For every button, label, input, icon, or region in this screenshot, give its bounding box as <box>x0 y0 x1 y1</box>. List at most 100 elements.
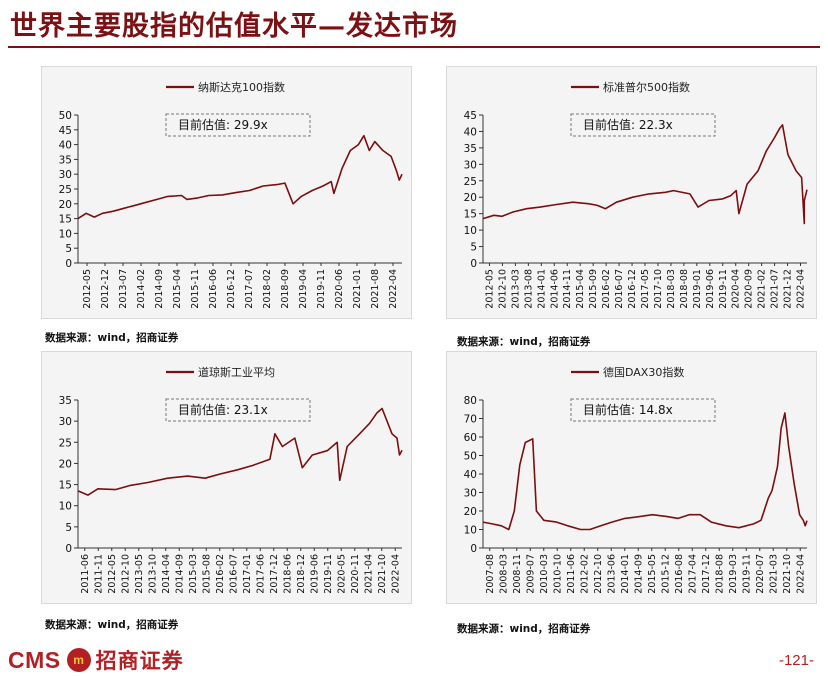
chart-source-dow: 数据来源：wind，招商证券 <box>45 619 179 631</box>
x-tick-label: 2017-05 <box>640 269 651 309</box>
x-tick-label: 2011-06 <box>80 554 91 594</box>
legend-label: 纳斯达克100指数 <box>198 80 285 94</box>
x-tick-label: 2010-10 <box>552 554 563 594</box>
x-tick-label: 2014-09 <box>174 554 185 594</box>
y-tick-label: 15 <box>59 480 72 492</box>
x-tick-label: 2020-09 <box>744 269 755 309</box>
x-tick-label: 2011-11 <box>93 554 104 594</box>
y-tick-label: 45 <box>59 125 72 137</box>
x-tick-label: 2020-05 <box>336 554 347 594</box>
x-tick-label: 2019-11 <box>323 554 334 594</box>
y-tick-label: 0 <box>65 258 72 270</box>
x-tick-label: 2016-08 <box>674 554 685 594</box>
x-tick-label: 2008-03 <box>498 554 509 594</box>
x-tick-label: 2021-08 <box>370 269 381 309</box>
x-tick-label: 2018-03 <box>666 269 677 309</box>
y-tick-label: 60 <box>464 432 477 444</box>
chart-svg-sp500: 标准普尔500指数 0 5 10 15 20 25 30 35 40 45 2012-05 2012-1… <box>464 80 808 309</box>
x-tick-label: 2019-11 <box>718 269 729 309</box>
x-tick-label: 2012-10 <box>497 269 508 309</box>
x-tick-label: 2010-03 <box>539 554 550 594</box>
series-line <box>77 407 403 496</box>
y-tick-label: 15 <box>59 214 72 226</box>
x-tick-label: 2019-06 <box>705 269 716 309</box>
x-tick-label: 2018-06 <box>282 554 293 594</box>
x-tick-label: 2013-06 <box>606 554 617 594</box>
x-tick-label: 2018-02 <box>262 269 273 309</box>
series-line <box>482 412 808 531</box>
x-tick-label: 2018-09 <box>280 269 291 309</box>
y-tick-label: 10 <box>464 525 477 537</box>
y-tick-label: 20 <box>464 506 477 518</box>
x-tick-label: 2015-04 <box>575 269 586 309</box>
y-tick-label: 40 <box>464 469 477 481</box>
x-tick-label: 2015-05 <box>647 554 658 594</box>
x-tick-label: 2019-04 <box>298 269 309 309</box>
x-tick-label: 2022-04 <box>388 269 399 309</box>
x-tick-label: 2020-07 <box>755 554 766 594</box>
series-line <box>482 124 808 225</box>
x-tick-label: 2018-08 <box>714 554 725 594</box>
x-tick-label: 2017-06 <box>255 554 266 594</box>
title-divider <box>8 46 820 48</box>
y-tick-label: 30 <box>59 416 72 428</box>
x-tick-label: 2022-04 <box>390 554 401 594</box>
y-tick-label: 20 <box>59 458 72 470</box>
x-tick-label: 2014-06 <box>549 269 560 309</box>
y-tick-label: 35 <box>59 154 72 166</box>
y-tick-label: 35 <box>59 395 72 407</box>
x-tick-label: 2014-09 <box>633 554 644 594</box>
y-tick-label: 5 <box>470 242 477 254</box>
x-tick-label: 2015-03 <box>188 554 199 594</box>
x-tick-label: 2016-02 <box>601 269 612 309</box>
x-tick-label: 2014-04 <box>161 554 172 594</box>
y-tick-label: 25 <box>59 437 72 449</box>
x-tick-label: 2014-11 <box>562 269 573 309</box>
x-tick-label: 2021-03 <box>768 554 779 594</box>
chart-panel-dax: 德国DAX30指数 0 10 20 30 40 50 60 70 80 2007-08 2008-03… <box>446 351 817 604</box>
x-tick-label: 2012-05 <box>107 554 118 594</box>
x-tick-label: 2014-01 <box>620 554 631 594</box>
x-tick-label: 2011-06 <box>566 554 577 594</box>
current-valuation-label: 目前估值: 23.1x <box>178 402 268 417</box>
y-tick-label: 25 <box>59 184 72 196</box>
y-tick-label: 20 <box>59 199 72 211</box>
y-tick-label: 10 <box>59 228 72 240</box>
y-tick-label: 0 <box>470 543 477 555</box>
current-valuation-label: 目前估值: 14.8x <box>583 402 673 417</box>
x-tick-label: 2016-12 <box>226 269 237 309</box>
y-tick-label: 50 <box>464 451 477 463</box>
x-tick-label: 2008-11 <box>512 554 523 594</box>
x-tick-label: 2012-10 <box>120 554 131 594</box>
y-tick-label: 30 <box>59 169 72 181</box>
x-tick-label: 2022-04 <box>795 554 806 594</box>
y-tick-label: 20 <box>464 192 477 204</box>
x-tick-label: 2009-07 <box>525 554 536 594</box>
chart-svg-nasdaq: 纳斯达克100指数 0 5 10 15 20 25 30 35 40 45 50 2012-05 2012… <box>59 80 403 309</box>
x-tick-label: 2012-02 <box>579 554 590 594</box>
brand-name: 招商证券 <box>95 648 184 673</box>
x-tick-label: 2013-10 <box>147 554 158 594</box>
x-tick-label: 2021-04 <box>363 554 374 594</box>
x-tick-label: 2021-02 <box>757 269 768 309</box>
x-tick-label: 2015-04 <box>172 269 183 309</box>
page-number: -121- <box>778 652 814 669</box>
y-tick-label: 35 <box>464 143 477 155</box>
current-valuation-box <box>165 398 311 422</box>
x-tick-label: 2016-07 <box>614 269 625 309</box>
x-tick-label: 2014-01 <box>536 269 547 309</box>
x-tick-label: 2007-08 <box>485 554 496 594</box>
x-tick-label: 2013-03 <box>510 269 521 309</box>
y-tick-label: 5 <box>65 243 72 255</box>
x-tick-label: 2019-11 <box>316 269 327 309</box>
x-tick-label: 2012-05 <box>82 269 93 309</box>
y-tick-label: 30 <box>464 488 477 500</box>
x-tick-label: 2022-04 <box>796 269 807 309</box>
x-tick-label: 2015-12 <box>660 554 671 594</box>
y-tick-label: 70 <box>464 414 477 426</box>
y-tick-label: 40 <box>59 140 72 152</box>
page-title: 世界主要股指的估值水平—发达市场 <box>10 11 458 42</box>
x-tick-label: 2016-07 <box>228 554 239 594</box>
y-tick-label: 25 <box>464 176 477 188</box>
